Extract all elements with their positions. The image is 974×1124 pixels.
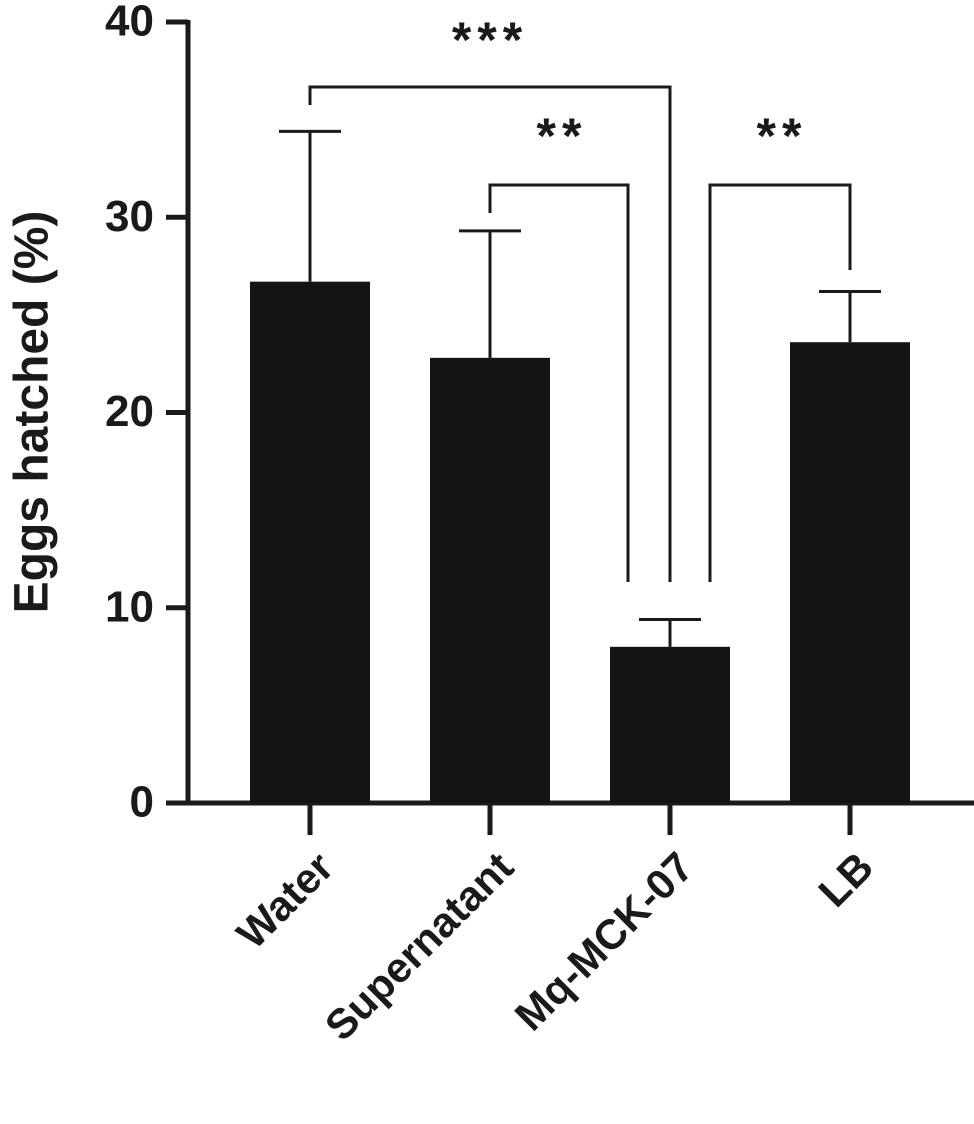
y-axis-label: Eggs hatched (%) — [6, 211, 59, 614]
bar — [610, 646, 730, 803]
x-tick-label: Water — [228, 843, 343, 958]
y-tick-label: 40 — [105, 0, 154, 46]
significance-bracket — [708, 183, 852, 582]
bar — [430, 357, 550, 803]
significance-label: ** — [757, 108, 808, 164]
y-tick-label: 30 — [105, 192, 154, 241]
x-tick-label: LB — [809, 843, 882, 916]
y-tick-label: 20 — [105, 387, 154, 436]
bar — [250, 281, 370, 803]
bar — [790, 342, 910, 803]
significance-label: *** — [452, 12, 528, 68]
x-tick-label: Mq-MCK-07 — [506, 843, 703, 1040]
y-tick-label: 0 — [130, 778, 154, 827]
x-tick-label: Supernatant — [316, 843, 523, 1050]
y-tick-label: 10 — [105, 582, 154, 631]
significance-label: ** — [537, 108, 588, 164]
significance-bracket — [488, 183, 630, 582]
significance-bracket — [308, 85, 672, 582]
